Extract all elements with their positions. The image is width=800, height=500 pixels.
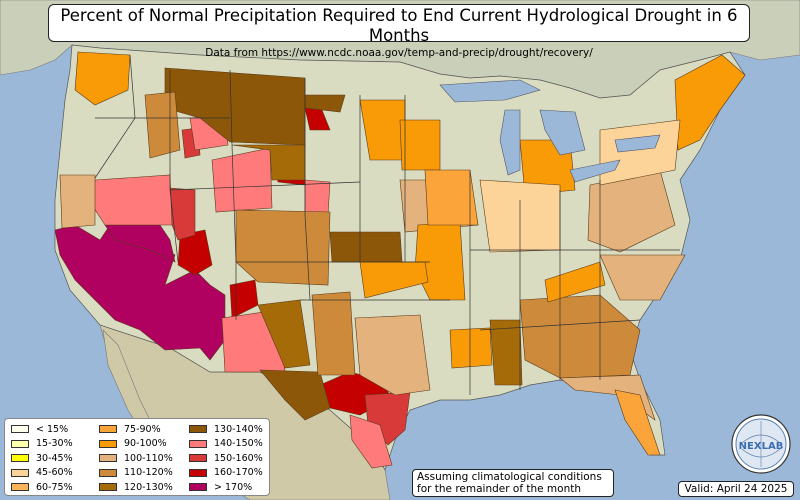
- legend-swatch: [189, 439, 207, 448]
- legend-swatch: [99, 468, 117, 477]
- legend-label: 15-30%: [36, 438, 73, 450]
- legend-label: 100-110%: [124, 452, 173, 464]
- assumption-note: Assuming climatological conditions for t…: [412, 469, 614, 497]
- legend-swatch: [99, 425, 117, 434]
- legend-item: 60-75%: [11, 480, 73, 495]
- legend-column-1: < 15% 15-30% 30-45% 45-60% 60-75%: [11, 422, 73, 495]
- region-120-lower-miss: [489, 319, 523, 386]
- map-title: Percent of Normal Precipitation Required…: [60, 6, 738, 45]
- lake-huron: [539, 109, 586, 156]
- lake-michigan: [499, 109, 521, 176]
- drought-regions: [54, 51, 746, 469]
- region-120-nm: [257, 299, 311, 369]
- legend-swatch: [189, 483, 207, 492]
- legend-swatch: [11, 483, 29, 492]
- legend-label: 140-150%: [214, 438, 263, 450]
- legend-swatch: [189, 425, 207, 434]
- legend-item: 150-160%: [189, 451, 263, 466]
- logo-text: NEXLAB: [739, 441, 784, 452]
- region-110-colorado: [235, 209, 331, 286]
- region-75-florida: [614, 389, 661, 456]
- legend-item: > 170%: [189, 480, 263, 495]
- region-130-kansas: [329, 231, 403, 263]
- region-130-texas: [259, 369, 331, 421]
- legend-item: < 15%: [11, 422, 73, 437]
- legend-item: 120-130%: [99, 480, 173, 495]
- legend-swatch: [99, 454, 117, 463]
- legend-column-3: 130-140% 140-150% 150-160% 160-170% > 17…: [189, 422, 263, 495]
- lake-superior: [439, 79, 541, 103]
- region-110-oregon: [144, 91, 181, 159]
- legend-column-2: 75-90% 90-100% 100-110% 110-120% 120-130…: [99, 422, 173, 495]
- region-140-nevada: [91, 174, 173, 226]
- legend-swatch: [11, 454, 29, 463]
- lake-ontario: [614, 134, 661, 153]
- legend-swatch: [99, 439, 117, 448]
- legend-label: 160-170%: [214, 467, 263, 479]
- region-100-carolina: [599, 254, 686, 301]
- legend-label: 150-160%: [214, 452, 263, 464]
- region-100-texas: [354, 314, 431, 396]
- nexlab-logo-icon: NEXLAB: [731, 414, 791, 474]
- legend-label: 110-120%: [124, 467, 173, 479]
- region-160-utah: [177, 229, 213, 276]
- region-90-wisconsin: [399, 119, 441, 171]
- legend-label: < 15%: [36, 423, 69, 435]
- region-90-northeast: [674, 54, 746, 151]
- legend-label: 90-100%: [124, 438, 167, 450]
- valid-date: Valid: April 24 2025: [678, 481, 794, 497]
- map-title-box: Percent of Normal Precipitation Required…: [48, 4, 750, 59]
- legend-swatch: [11, 425, 29, 434]
- legend-item: 75-90%: [99, 422, 173, 437]
- legend-swatch: [99, 483, 117, 492]
- region-140-wyoming: [211, 147, 273, 213]
- lake-erie: [569, 159, 621, 183]
- region-90-washington: [74, 51, 131, 106]
- legend-label: 75-90%: [124, 423, 161, 435]
- region-140-co: [304, 179, 331, 216]
- legend-item: 45-60%: [11, 466, 73, 481]
- legend-label: 60-75%: [36, 481, 73, 493]
- legend-item: 130-140%: [189, 422, 263, 437]
- region-120-wyoming: [231, 144, 306, 181]
- legend-item: 140-150%: [189, 437, 263, 452]
- state-boundaries: [94, 54, 680, 395]
- legend-label: 120-130%: [124, 481, 173, 493]
- great-lakes: [439, 79, 661, 183]
- assumption-line-1: Assuming climatological conditions: [417, 471, 602, 483]
- region-100-california: [59, 174, 96, 229]
- legend-label: 130-140%: [214, 423, 263, 435]
- legend-item: 110-120%: [99, 466, 173, 481]
- legend: < 15% 15-30% 30-45% 45-60% 60-75% 75-90%…: [4, 418, 270, 496]
- legend-swatch: [11, 468, 29, 477]
- legend-label: 30-45%: [36, 452, 73, 464]
- legend-swatch: [189, 468, 207, 477]
- region-90-louisiana: [449, 327, 493, 369]
- legend-label: 45-60%: [36, 467, 73, 479]
- assumption-line-2: for the remainder of the month: [417, 483, 582, 495]
- region-140-texas: [349, 414, 393, 469]
- legend-item: 100-110%: [99, 451, 173, 466]
- region-75-illinois: [424, 169, 479, 226]
- legend-item: 30-45%: [11, 451, 73, 466]
- legend-item: 90-100%: [99, 437, 173, 452]
- legend-swatch: [189, 454, 207, 463]
- region-110-texas-central: [311, 291, 356, 376]
- legend-swatch: [11, 439, 29, 448]
- legend-item: 160-170%: [189, 466, 263, 481]
- legend-item: 15-30%: [11, 437, 73, 452]
- map-subtitle: Data from https://www.ncdc.noaa.gov/temp…: [205, 47, 593, 59]
- legend-label: > 170%: [214, 481, 253, 493]
